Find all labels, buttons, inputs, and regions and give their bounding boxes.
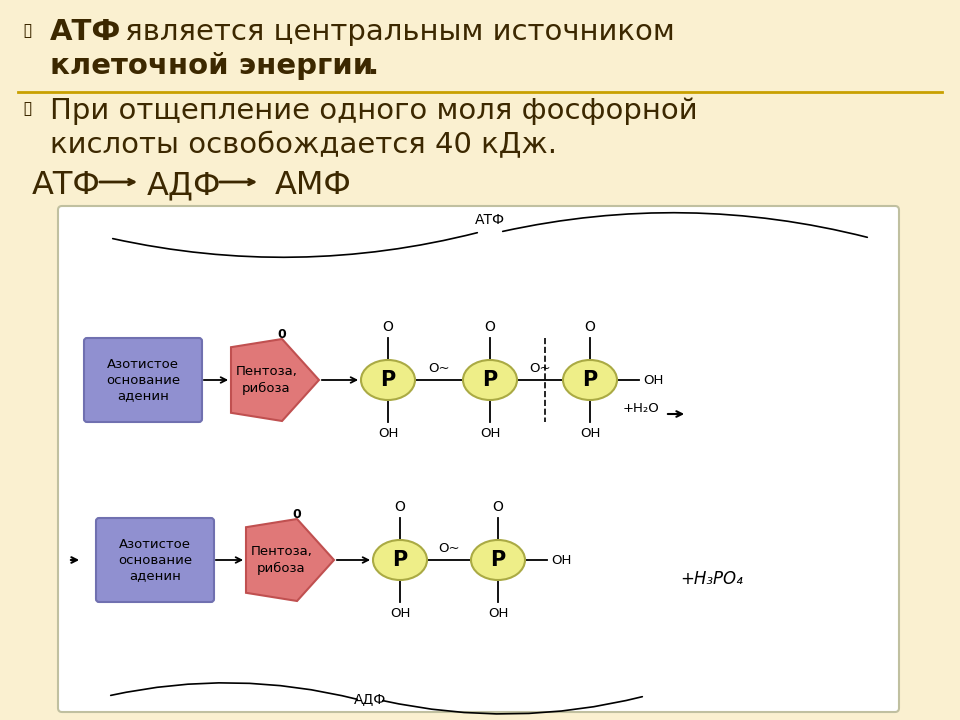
Text: P: P [393, 550, 408, 570]
Ellipse shape [463, 360, 517, 400]
Text: АМФ: АМФ [275, 170, 352, 201]
Text: +H₂O: +H₂O [623, 402, 660, 415]
Text: O~: O~ [529, 362, 551, 375]
Text: АТФ: АТФ [475, 213, 505, 227]
Text: основание: основание [118, 554, 192, 567]
Text: 0: 0 [293, 508, 301, 521]
Text: P: P [482, 370, 497, 390]
Text: P: P [380, 370, 396, 390]
Text: OH: OH [378, 427, 398, 440]
Text: АДФ: АДФ [354, 692, 386, 706]
Text: ▯: ▯ [22, 22, 32, 40]
Text: O: O [395, 500, 405, 514]
FancyBboxPatch shape [84, 338, 202, 422]
Text: рибоза: рибоза [242, 382, 291, 395]
Text: Пентоза,: Пентоза, [235, 366, 298, 379]
Text: рибоза: рибоза [257, 562, 305, 575]
Text: O~: O~ [428, 362, 450, 375]
Ellipse shape [471, 540, 525, 580]
Text: АТФ: АТФ [50, 18, 121, 46]
Text: OH: OH [643, 374, 663, 387]
Text: Азотистое: Азотистое [119, 538, 191, 551]
Text: O: O [485, 320, 495, 334]
FancyArrowPatch shape [112, 233, 477, 257]
Text: O: O [585, 320, 595, 334]
FancyBboxPatch shape [96, 518, 214, 602]
Text: OH: OH [551, 554, 571, 567]
Text: АДФ: АДФ [147, 170, 222, 201]
Text: OH: OH [390, 607, 410, 620]
Text: аденин: аденин [117, 390, 169, 402]
Text: +H₃PO₄: +H₃PO₄ [680, 570, 743, 588]
Text: .: . [368, 52, 379, 80]
FancyArrowPatch shape [503, 212, 867, 238]
Text: Пентоза,: Пентоза, [251, 546, 312, 559]
Ellipse shape [563, 360, 617, 400]
Text: O: O [383, 320, 394, 334]
Text: ▯: ▯ [22, 100, 32, 118]
FancyBboxPatch shape [58, 206, 899, 712]
FancyArrowPatch shape [110, 683, 357, 699]
Polygon shape [231, 339, 319, 421]
Text: P: P [491, 550, 506, 570]
Ellipse shape [361, 360, 415, 400]
FancyArrowPatch shape [383, 697, 642, 714]
Text: P: P [583, 370, 598, 390]
Text: При отщепление одного моля фосфорной: При отщепление одного моля фосфорной [50, 97, 698, 125]
Polygon shape [246, 519, 334, 601]
Text: основание: основание [106, 374, 180, 387]
Text: OH: OH [488, 607, 508, 620]
Text: АТФ: АТФ [32, 170, 101, 201]
Text: O: O [492, 500, 503, 514]
Text: является центральным источником: является центральным источником [116, 18, 675, 46]
Text: OH: OH [480, 427, 500, 440]
Text: кислоты освобождается 40 кДж.: кислоты освобождается 40 кДж. [50, 131, 557, 159]
Ellipse shape [373, 540, 427, 580]
Text: Азотистое: Азотистое [107, 358, 179, 371]
Text: 0: 0 [277, 328, 286, 341]
Text: OH: OH [580, 427, 600, 440]
Text: клеточной энергии: клеточной энергии [50, 52, 373, 80]
Text: аденин: аденин [129, 570, 180, 582]
Text: O~: O~ [438, 542, 460, 555]
